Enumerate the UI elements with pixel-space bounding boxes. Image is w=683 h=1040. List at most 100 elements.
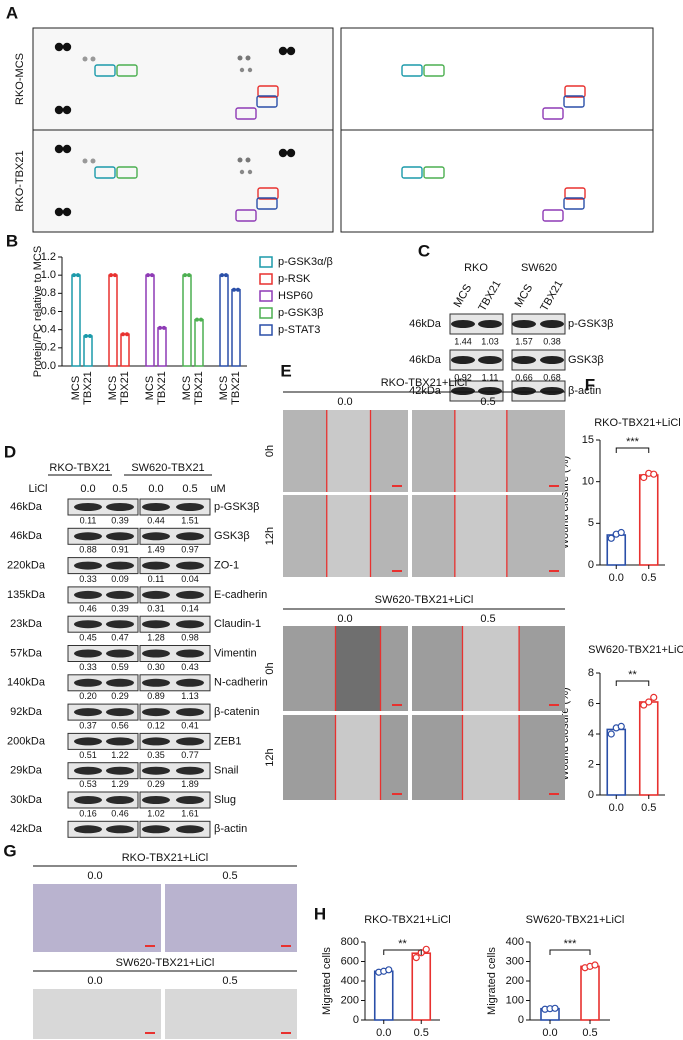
spot-box bbox=[423, 64, 445, 77]
spot bbox=[237, 157, 243, 163]
wound-area bbox=[335, 715, 381, 800]
bar bbox=[157, 327, 167, 367]
panel-label: A bbox=[6, 3, 18, 22]
spot bbox=[286, 148, 296, 158]
blot bbox=[67, 674, 139, 692]
spot-box bbox=[423, 166, 445, 179]
blot bbox=[139, 615, 211, 633]
spot bbox=[245, 55, 251, 61]
row-label: 12h bbox=[264, 748, 276, 766]
quant-value: 1.13 bbox=[181, 691, 199, 701]
quant-value: 1.03 bbox=[481, 336, 499, 346]
quant-value: 0.53 bbox=[79, 779, 97, 789]
spot bbox=[54, 144, 64, 154]
blot bbox=[67, 498, 139, 516]
blot bbox=[139, 586, 211, 604]
y-tick-label: 800 bbox=[341, 936, 359, 948]
panel-label: D bbox=[4, 442, 16, 461]
bar bbox=[194, 318, 204, 367]
quant-value: 0.33 bbox=[79, 574, 97, 584]
x-tick-label: TBX21 bbox=[119, 371, 131, 405]
x-tick-label: 0.0 bbox=[376, 1027, 391, 1039]
lane-label: TBX21 bbox=[538, 278, 565, 313]
quant-value: 1.28 bbox=[147, 633, 165, 643]
wound-area bbox=[454, 410, 507, 492]
protein-label: GSK3β bbox=[214, 530, 250, 542]
quant-value: 1.29 bbox=[111, 779, 129, 789]
data-point bbox=[640, 473, 648, 482]
chart-title: SW620-TBX21+LiCl bbox=[526, 914, 625, 926]
data-point bbox=[72, 273, 76, 278]
bar bbox=[638, 474, 659, 566]
band bbox=[106, 561, 134, 570]
quant-value: 1.89 bbox=[181, 779, 199, 789]
x-tick-label: 0.0 bbox=[542, 1027, 557, 1039]
protein-label: Slug bbox=[214, 794, 236, 806]
band bbox=[74, 503, 102, 511]
protein-label: p-GSK3β bbox=[214, 501, 259, 513]
x-tick-label: 0.5 bbox=[641, 802, 656, 814]
kda-label: 46kDa bbox=[10, 501, 43, 513]
spot-box bbox=[564, 187, 586, 200]
y-tick-label: 6 bbox=[588, 697, 594, 709]
membrane-blank bbox=[340, 27, 654, 131]
band bbox=[176, 825, 204, 834]
row-label: 0h bbox=[264, 445, 276, 457]
quant-value: 1.22 bbox=[111, 750, 129, 760]
dose-label: 0.0 bbox=[148, 483, 163, 495]
band bbox=[106, 532, 134, 541]
band bbox=[74, 649, 102, 658]
row-label: RKO-MCS bbox=[14, 53, 26, 105]
kda-label: 92kDa bbox=[10, 706, 43, 718]
band bbox=[176, 590, 204, 599]
quant-value: 0.56 bbox=[111, 720, 129, 730]
band bbox=[74, 678, 102, 687]
quant-value: 0.33 bbox=[79, 662, 97, 672]
spot bbox=[239, 67, 245, 73]
data-point bbox=[232, 287, 236, 292]
band bbox=[540, 356, 564, 364]
chart-title: RKO-TBX21+LiCl bbox=[594, 417, 681, 429]
wound-area bbox=[326, 495, 371, 577]
data-point bbox=[640, 701, 648, 709]
legend-swatch bbox=[259, 273, 273, 285]
significance-label: ** bbox=[398, 938, 407, 950]
kda-label: 23kDa bbox=[10, 618, 43, 630]
band bbox=[106, 503, 134, 511]
bar bbox=[219, 274, 229, 367]
quant-value: 0.46 bbox=[111, 808, 129, 818]
bar bbox=[231, 288, 241, 367]
data-point bbox=[195, 317, 199, 322]
kda-label: 30kDa bbox=[10, 794, 43, 806]
band bbox=[74, 737, 102, 746]
blot bbox=[139, 674, 211, 692]
bar bbox=[606, 728, 627, 796]
data-point bbox=[650, 470, 658, 478]
row-label: RKO-TBX21 bbox=[14, 150, 26, 211]
spot bbox=[54, 42, 64, 52]
data-point bbox=[591, 961, 599, 969]
quant-value: 0.35 bbox=[147, 750, 165, 760]
kda-label: 140kDa bbox=[7, 677, 46, 689]
x-tick-label: 0.5 bbox=[582, 1027, 597, 1039]
protein-label: β-actin bbox=[214, 823, 247, 835]
significance-bracket bbox=[615, 680, 650, 686]
band bbox=[451, 356, 475, 364]
micrograph bbox=[33, 884, 161, 952]
section-title: RKO-TBX21+LiCl bbox=[122, 852, 209, 864]
column-label: 0.0 bbox=[87, 870, 102, 882]
blot bbox=[67, 791, 139, 809]
protein-label: β-actin bbox=[568, 385, 601, 397]
data-point bbox=[617, 528, 625, 537]
spot-box bbox=[116, 64, 138, 77]
band bbox=[176, 766, 204, 775]
band bbox=[74, 561, 102, 570]
bar bbox=[145, 274, 155, 367]
spot-box bbox=[235, 209, 257, 222]
cell-line-label: SW620-TBX21 bbox=[131, 462, 204, 474]
quant-value: 0.31 bbox=[147, 603, 165, 613]
x-tick-label: TBX21 bbox=[82, 371, 94, 405]
protein-label: N-cadherin bbox=[214, 677, 268, 689]
quant-value: 0.45 bbox=[79, 633, 97, 643]
bar bbox=[71, 274, 81, 367]
